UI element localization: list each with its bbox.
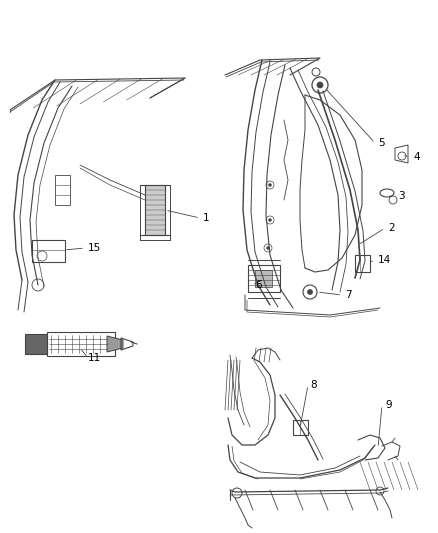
Text: 14: 14 (378, 255, 391, 265)
Circle shape (307, 289, 312, 295)
Text: 9: 9 (385, 400, 392, 410)
Circle shape (268, 219, 272, 222)
Text: 5: 5 (378, 138, 385, 148)
Text: 4: 4 (413, 152, 420, 162)
Text: 11: 11 (88, 353, 101, 363)
Text: 6: 6 (255, 280, 261, 290)
Circle shape (317, 82, 323, 88)
Polygon shape (145, 185, 165, 235)
Polygon shape (107, 336, 123, 352)
Text: 15: 15 (88, 243, 101, 253)
Text: 8: 8 (310, 380, 317, 390)
Polygon shape (255, 270, 272, 287)
Text: 2: 2 (388, 223, 395, 233)
Text: 7: 7 (345, 290, 352, 300)
Text: 3: 3 (398, 191, 405, 201)
Polygon shape (25, 334, 47, 354)
Circle shape (266, 246, 269, 249)
Text: 1: 1 (203, 213, 210, 223)
Circle shape (268, 183, 272, 187)
